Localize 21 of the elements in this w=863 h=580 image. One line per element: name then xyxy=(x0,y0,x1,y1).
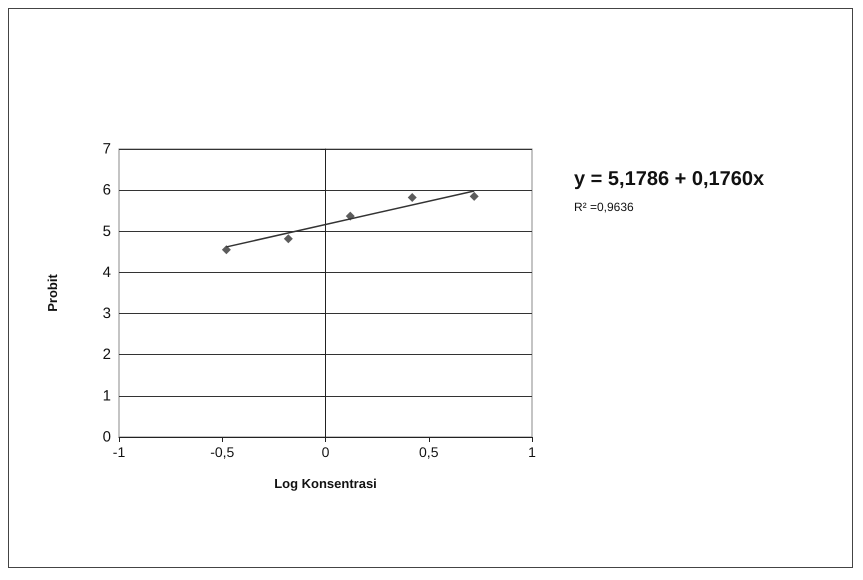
point xyxy=(222,245,231,254)
x-tick-label: 0 xyxy=(322,444,330,460)
x-axis-title: Log Konsentrasi xyxy=(274,476,377,491)
y-tick-label: 0 xyxy=(102,428,111,446)
x-tick-label: -0,5 xyxy=(210,444,235,460)
x-tick-label: 0,5 xyxy=(419,444,439,460)
y-tick-label: 5 xyxy=(102,222,111,240)
x-tick-label: -1 xyxy=(112,444,126,460)
y-tick-label: 4 xyxy=(102,264,111,281)
point xyxy=(284,234,293,244)
y-tick-label: 7 xyxy=(102,140,111,158)
text: R² =0,9636 xyxy=(574,200,634,214)
y-tick-label: 3 xyxy=(102,305,111,322)
text: y = 5,1786 + 0,1760x xyxy=(574,168,764,190)
y-axis-title: Probit xyxy=(45,274,60,312)
y-tick-label: 2 xyxy=(102,346,111,364)
y-tick-label: 6 xyxy=(102,182,111,199)
x-tick-label: 1 xyxy=(528,444,536,460)
point xyxy=(470,192,479,201)
point xyxy=(408,193,417,202)
y-tick-label: 1 xyxy=(102,387,111,404)
